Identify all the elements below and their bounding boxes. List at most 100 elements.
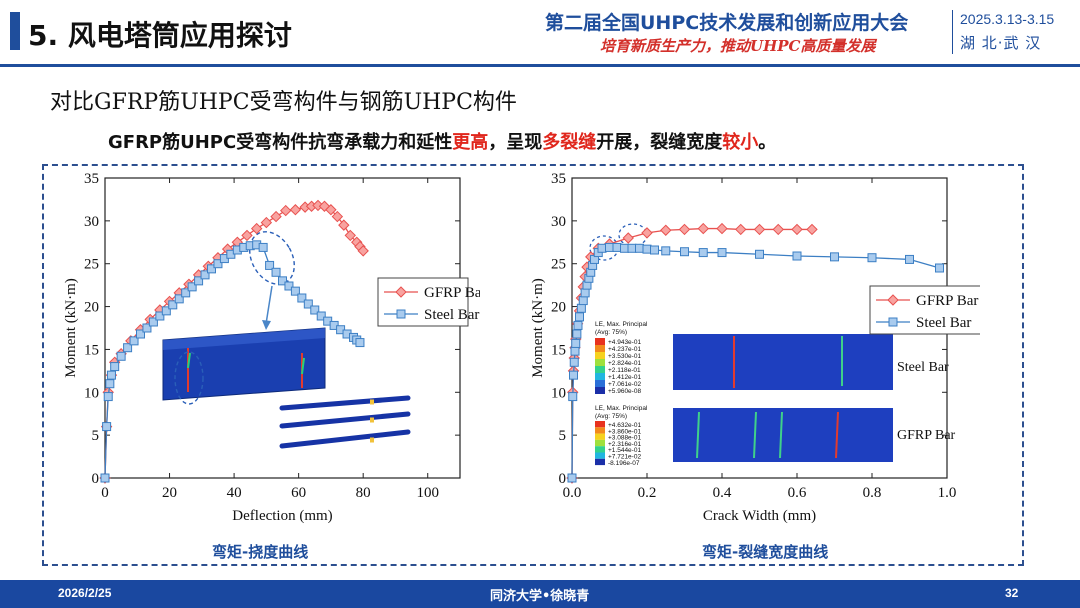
slide-header: 5. 风电塔筒应用探讨 第二届全国UHPC技术发展和创新应用大会 培育新质生产力… <box>0 0 1080 64</box>
top-legend-value: +4.237e-01 <box>608 346 641 353</box>
steel-data-point <box>297 293 307 303</box>
top-legend-swatch <box>595 387 605 394</box>
right-figure-caption: 弯矩-裂缝宽度曲线 <box>702 543 829 561</box>
gfrp-data-point <box>344 229 356 242</box>
steel-data-point <box>155 311 165 321</box>
steel-data-point <box>174 294 184 304</box>
top-legend-title: LE, Max. Principal <box>595 321 648 328</box>
steel-data-point <box>213 259 223 269</box>
header-rule <box>0 64 1080 67</box>
y-tick-label: 25 <box>551 257 566 273</box>
steel-data-point <box>187 282 197 292</box>
steel-data-point <box>265 260 275 270</box>
y-tick-label: 25 <box>84 257 99 273</box>
steel-data-point <box>612 242 622 252</box>
steel-data-point <box>258 242 268 252</box>
gfrp-bar-label: GFRP Bar <box>897 428 956 443</box>
legend-label: Steel Bar <box>916 315 971 331</box>
steel-data-point <box>698 248 708 258</box>
legend-label: GFRP Bar <box>916 293 978 309</box>
slide-subtitle: 对比GFRP筋UHPC受弯构件与钢筋UHPC构件 <box>50 90 517 115</box>
steel-data-point <box>680 247 689 257</box>
gfrp-data-point <box>678 223 691 236</box>
bottom-legend-swatch <box>595 458 605 466</box>
summary-highlight-1: 更高 <box>452 132 489 153</box>
steel-data-point <box>792 251 802 261</box>
y-axis-label: Moment (kN·m) <box>63 278 79 378</box>
legend-marker-steel <box>396 309 406 319</box>
y-tick-label: 20 <box>84 300 99 316</box>
steel-data-point <box>717 248 727 258</box>
steel-data-point <box>571 338 581 348</box>
top-legend-swatch <box>595 380 605 387</box>
steel-data-point <box>755 249 764 259</box>
x-tick-label: 1.0 <box>938 485 957 501</box>
steel-data-point <box>355 338 365 348</box>
steel-data-point <box>867 253 877 263</box>
footer-date: 2026/2/25 <box>58 586 112 600</box>
conference-date: 2025.3.13-3.15 <box>960 11 1055 27</box>
y-tick-label: 10 <box>84 385 99 401</box>
gfrp-data-point <box>241 229 253 242</box>
top-legend-avg: (Avg: 75%) <box>595 329 627 336</box>
steel-data-point <box>650 245 659 255</box>
steel-data-point <box>635 243 644 253</box>
steel-data-point <box>100 473 110 483</box>
gfrp-data-point <box>660 224 672 236</box>
slide-footer <box>0 580 1080 608</box>
bottom-legend-swatch <box>595 433 605 440</box>
bottom-legend-swatch <box>595 421 605 428</box>
bottom-legend-value: +2.316e-01 <box>608 441 641 448</box>
steel-data-point <box>830 252 839 262</box>
y-tick-label: 35 <box>551 171 566 187</box>
gfrp-data-point <box>289 204 302 216</box>
bottom-legend-value: +1.544e-01 <box>608 447 641 454</box>
gfrp-data-point <box>622 232 634 244</box>
legend-marker-steel <box>888 317 898 327</box>
steel-data-point <box>580 288 590 298</box>
title-accent-bar <box>10 12 20 50</box>
steel-data-point <box>181 288 191 298</box>
top-legend-swatch <box>595 345 605 352</box>
x-axis-label: Crack Width (mm) <box>703 508 816 524</box>
steel-data-point <box>102 422 112 432</box>
summary-highlight-3: 较小 <box>722 132 759 153</box>
y-axis-label: Moment (kN·m) <box>530 278 546 378</box>
callout-arrow <box>265 285 273 325</box>
steel-data-point <box>103 392 113 402</box>
gfrp-contour-panel <box>673 408 893 462</box>
y-tick-label: 0 <box>92 471 100 487</box>
gfrp-data-point <box>357 245 369 257</box>
top-legend-swatch <box>595 352 605 359</box>
legend-label: Steel Bar <box>424 307 479 323</box>
steel-bar-label: Steel Bar <box>897 360 949 375</box>
gfrp-data-point <box>791 223 803 236</box>
steel-data-point <box>278 276 287 286</box>
steel-data-point <box>572 329 582 339</box>
top-legend-value: +5.960e-08 <box>608 388 641 395</box>
gfrp-crack <box>835 411 839 459</box>
y-tick-label: 15 <box>84 342 99 358</box>
steel-data-point <box>136 329 145 339</box>
legend-marker-gfrp <box>887 294 899 306</box>
bottom-legend-title: LE, Max. Principal <box>595 405 648 412</box>
y-tick-label: 30 <box>551 214 566 230</box>
top-legend-value: +3.530e-01 <box>608 353 641 360</box>
steel-data-point <box>576 303 586 313</box>
gfrp-data-point <box>735 223 747 236</box>
top-legend-value: +4.943e-01 <box>608 339 641 346</box>
gfrp-data-point <box>641 227 653 239</box>
figure-frame <box>42 164 1024 566</box>
bottom-legend-avg: (Avg: 75%) <box>595 413 627 420</box>
x-tick-label: 80 <box>356 485 371 501</box>
left-figure-caption: 弯矩-挠度曲线 <box>212 543 309 561</box>
fem-rebar <box>279 429 411 449</box>
x-tick-label: 0.8 <box>863 485 882 501</box>
steel-data-point <box>168 300 178 310</box>
bottom-legend-swatch <box>595 452 605 459</box>
moment-deflection-chart: 0 20 40 60 80 100 0 5 10 15 20 25 30 35 Deflection (mm… <box>63 171 480 524</box>
x-tick-label: 0.2 <box>638 485 657 501</box>
x-tick-label: 0.0 <box>563 485 582 501</box>
x-tick-label: 0 <box>101 485 109 501</box>
page-number: 32 <box>1005 586 1019 600</box>
